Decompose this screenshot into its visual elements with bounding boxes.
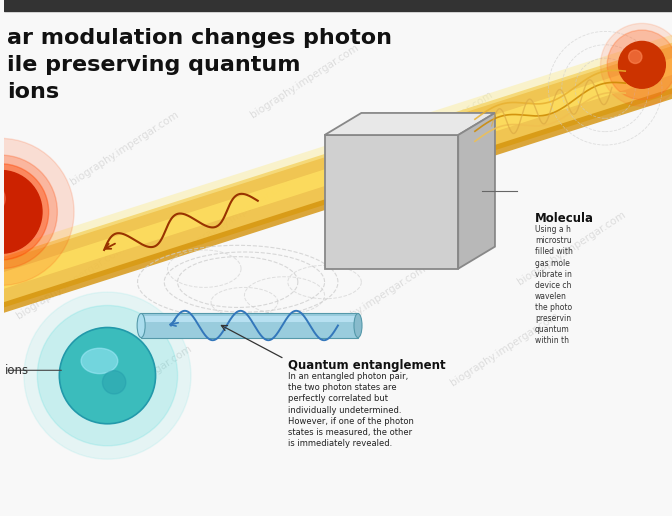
Text: Molecula: Molecula (535, 212, 594, 225)
Circle shape (607, 30, 672, 100)
Polygon shape (4, 39, 672, 308)
Circle shape (0, 184, 5, 213)
Ellipse shape (137, 314, 145, 337)
Text: biography.impergar.com: biography.impergar.com (181, 176, 294, 254)
Circle shape (38, 305, 177, 446)
Ellipse shape (354, 314, 362, 337)
Text: ions: ions (5, 364, 30, 377)
Text: In an entangled photon pair,
the two photon states are
perfectly correlated but
: In an entangled photon pair, the two pho… (288, 373, 414, 448)
Text: ar modulation changes photon: ar modulation changes photon (7, 28, 392, 48)
Circle shape (628, 50, 642, 63)
Polygon shape (4, 54, 672, 289)
Bar (141, 314, 358, 337)
Polygon shape (458, 113, 495, 269)
Text: biography.impergar.com: biography.impergar.com (15, 243, 127, 321)
Circle shape (24, 292, 191, 459)
Circle shape (0, 138, 74, 285)
Polygon shape (325, 113, 495, 135)
Circle shape (601, 23, 672, 106)
Text: Using a h
microstru
filled with
gas mole
vibrate in
device ch
wavelen
the photo
: Using a h microstru filled with gas mole… (535, 225, 573, 345)
Text: ile preserving quantum: ile preserving quantum (7, 55, 301, 75)
Text: Quantum entanglement: Quantum entanglement (288, 359, 446, 372)
Bar (4, 0, 672, 11)
Polygon shape (4, 30, 672, 260)
Text: biography.impergar.com: biography.impergar.com (516, 210, 628, 287)
Text: biography.impergar.com: biography.impergar.com (81, 344, 194, 421)
Text: biography.impergar.com: biography.impergar.com (315, 263, 427, 341)
Ellipse shape (102, 370, 126, 394)
Text: biography.impergar.com: biography.impergar.com (382, 90, 494, 167)
Ellipse shape (81, 348, 118, 374)
Circle shape (0, 155, 57, 269)
Polygon shape (4, 84, 672, 313)
Text: biography.impergar.com: biography.impergar.com (249, 43, 360, 120)
Circle shape (0, 170, 42, 253)
Bar (325, 135, 458, 269)
Text: biography.impergar.com: biography.impergar.com (449, 310, 561, 388)
Circle shape (618, 41, 665, 88)
Circle shape (59, 328, 155, 424)
Bar (141, 316, 358, 322)
Circle shape (0, 164, 48, 260)
Text: biography.impergar.com: biography.impergar.com (68, 109, 180, 187)
Text: ions: ions (7, 82, 59, 102)
